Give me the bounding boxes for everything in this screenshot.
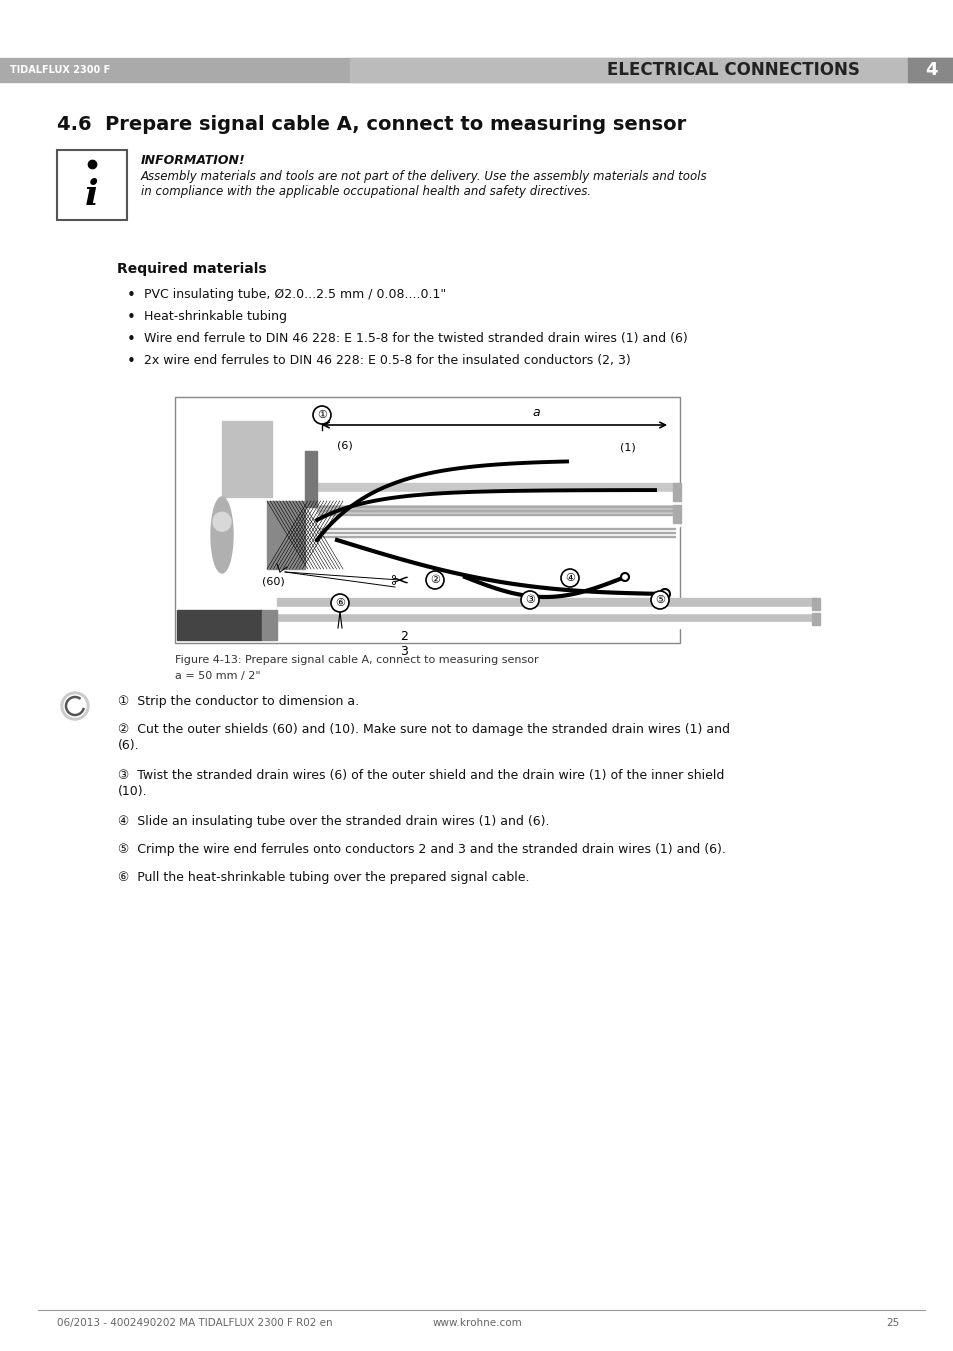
Text: ⑥  Pull the heat-shrinkable tubing over the prepared signal cable.: ⑥ Pull the heat-shrinkable tubing over t… bbox=[118, 871, 529, 884]
Text: a = 50 mm / 2": a = 50 mm / 2" bbox=[174, 671, 260, 681]
Text: www.krohne.com: www.krohne.com bbox=[432, 1319, 521, 1328]
Bar bbox=[672, 505, 680, 523]
Circle shape bbox=[659, 589, 669, 598]
Bar bbox=[177, 611, 262, 640]
Bar bbox=[318, 509, 675, 511]
Bar bbox=[276, 598, 816, 611]
Bar bbox=[316, 484, 679, 501]
Text: 3: 3 bbox=[399, 644, 408, 658]
Circle shape bbox=[313, 407, 331, 424]
Circle shape bbox=[64, 694, 86, 717]
Bar bbox=[318, 513, 675, 515]
Text: (1): (1) bbox=[619, 443, 635, 453]
Bar bbox=[276, 613, 816, 626]
Text: •: • bbox=[127, 332, 135, 347]
Bar bbox=[276, 621, 816, 628]
Text: (6).: (6). bbox=[118, 739, 139, 753]
Text: TIDALFLUX 2300 F: TIDALFLUX 2300 F bbox=[10, 65, 111, 76]
Text: ELECTRICAL CONNECTIONS: ELECTRICAL CONNECTIONS bbox=[606, 61, 859, 78]
Text: i: i bbox=[85, 178, 99, 212]
Text: ①: ① bbox=[316, 409, 327, 420]
Circle shape bbox=[520, 590, 538, 609]
Circle shape bbox=[331, 594, 349, 612]
Text: •: • bbox=[127, 354, 135, 369]
Bar bbox=[267, 501, 305, 569]
Bar bbox=[672, 484, 680, 501]
Bar bbox=[318, 527, 675, 530]
Bar bbox=[0, 58, 953, 82]
Bar bbox=[57, 150, 127, 220]
Text: Required materials: Required materials bbox=[117, 262, 266, 276]
Text: ④: ④ bbox=[564, 573, 575, 584]
Bar bbox=[305, 451, 316, 507]
Text: ②  Cut the outer shields (60) and (10). Make sure not to damage the stranded dra: ② Cut the outer shields (60) and (10). M… bbox=[118, 723, 729, 736]
Text: PVC insulating tube, Ø2.0...2.5 mm / 0.08....0.1": PVC insulating tube, Ø2.0...2.5 mm / 0.0… bbox=[144, 288, 446, 301]
Text: ✂: ✂ bbox=[390, 571, 408, 592]
Bar bbox=[316, 492, 679, 504]
Bar bbox=[262, 611, 276, 640]
Circle shape bbox=[61, 692, 89, 720]
Bar bbox=[318, 531, 675, 534]
Text: 25: 25 bbox=[886, 1319, 899, 1328]
Bar bbox=[350, 58, 953, 82]
Text: 4: 4 bbox=[923, 61, 936, 78]
Bar bbox=[318, 535, 675, 536]
Text: ④  Slide an insulating tube over the stranded drain wires (1) and (6).: ④ Slide an insulating tube over the stra… bbox=[118, 815, 549, 828]
Ellipse shape bbox=[213, 512, 231, 531]
Bar bbox=[316, 505, 679, 523]
Text: 4.6  Prepare signal cable A, connect to measuring sensor: 4.6 Prepare signal cable A, connect to m… bbox=[57, 115, 685, 134]
Text: Figure 4-13: Prepare signal cable A, connect to measuring sensor: Figure 4-13: Prepare signal cable A, con… bbox=[174, 655, 538, 665]
Text: Heat-shrinkable tubing: Heat-shrinkable tubing bbox=[144, 309, 287, 323]
Text: Assembly materials and tools are not part of the delivery. Use the assembly mate: Assembly materials and tools are not par… bbox=[141, 170, 707, 199]
Circle shape bbox=[560, 569, 578, 586]
Text: ⑤  Crimp the wire end ferrules onto conductors 2 and 3 and the stranded drain wi: ⑤ Crimp the wire end ferrules onto condu… bbox=[118, 843, 725, 857]
Bar bbox=[811, 613, 820, 626]
Text: ③: ③ bbox=[524, 594, 535, 605]
Text: ①  Strip the conductor to dimension a.: ① Strip the conductor to dimension a. bbox=[118, 694, 358, 708]
Text: ⑤: ⑤ bbox=[655, 594, 664, 605]
Text: a: a bbox=[532, 407, 539, 419]
Text: 2x wire end ferrules to DIN 46 228: E 0.5-8 for the insulated conductors (2, 3): 2x wire end ferrules to DIN 46 228: E 0.… bbox=[144, 354, 630, 367]
Text: 2: 2 bbox=[399, 630, 408, 643]
Text: ③  Twist the stranded drain wires (6) of the outer shield and the drain wire (1): ③ Twist the stranded drain wires (6) of … bbox=[118, 769, 723, 782]
Circle shape bbox=[620, 573, 628, 581]
Text: (60): (60) bbox=[262, 576, 284, 586]
Circle shape bbox=[426, 571, 443, 589]
Text: •: • bbox=[127, 309, 135, 326]
Bar bbox=[174, 397, 679, 643]
Text: ②: ② bbox=[430, 576, 439, 585]
Text: (1) + (6): (1) + (6) bbox=[430, 600, 477, 611]
Text: Wire end ferrule to DIN 46 228: E 1.5-8 for the twisted stranded drain wires (1): Wire end ferrule to DIN 46 228: E 1.5-8 … bbox=[144, 332, 687, 345]
Bar bbox=[316, 513, 679, 526]
Bar bbox=[222, 422, 272, 497]
Bar bbox=[276, 607, 816, 613]
Bar bbox=[811, 598, 820, 611]
Text: •: • bbox=[127, 288, 135, 303]
Text: (6): (6) bbox=[336, 440, 353, 450]
Circle shape bbox=[650, 590, 668, 609]
Bar bbox=[907, 58, 953, 82]
Text: INFORMATION!: INFORMATION! bbox=[141, 154, 246, 168]
Bar bbox=[318, 505, 675, 507]
Text: 06/2013 - 4002490202 MA TIDALFLUX 2300 F R02 en: 06/2013 - 4002490202 MA TIDALFLUX 2300 F… bbox=[57, 1319, 333, 1328]
Text: (10).: (10). bbox=[118, 785, 148, 798]
Ellipse shape bbox=[211, 497, 233, 573]
Text: ⑥: ⑥ bbox=[335, 598, 345, 608]
